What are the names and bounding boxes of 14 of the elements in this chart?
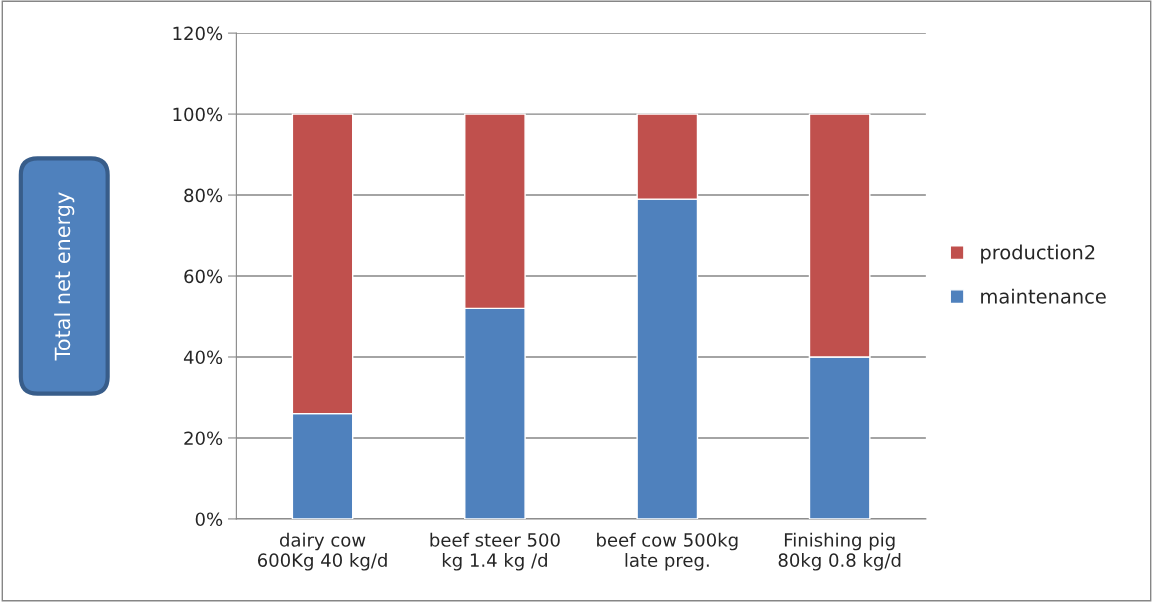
- x-tick-label: Finishing pig 80kg 0.8 kg/d: [778, 532, 901, 571]
- y-tick-label: 40%: [183, 350, 223, 365]
- x-tick-label: beef steer 500 kg 1.4 kg /d: [430, 532, 560, 571]
- x-tick-label: dairy cow 600Kg 40 kg/d: [257, 532, 387, 571]
- legend-label: maintenance: [981, 288, 1106, 304]
- y-tick-label: 20%: [184, 431, 223, 446]
- legend-label: production2: [981, 244, 1095, 264]
- y-tick-label: 100%: [173, 107, 223, 122]
- y-axis-title: Total net energy: [54, 192, 75, 361]
- x-tick-label: beef cow 500kg late preg.: [597, 532, 738, 571]
- y-tick-label: 80%: [184, 188, 223, 203]
- y-tick-label: 60%: [184, 269, 223, 284]
- y-tick-label: 0%: [195, 512, 223, 527]
- y-tick-label: 120%: [173, 26, 223, 41]
